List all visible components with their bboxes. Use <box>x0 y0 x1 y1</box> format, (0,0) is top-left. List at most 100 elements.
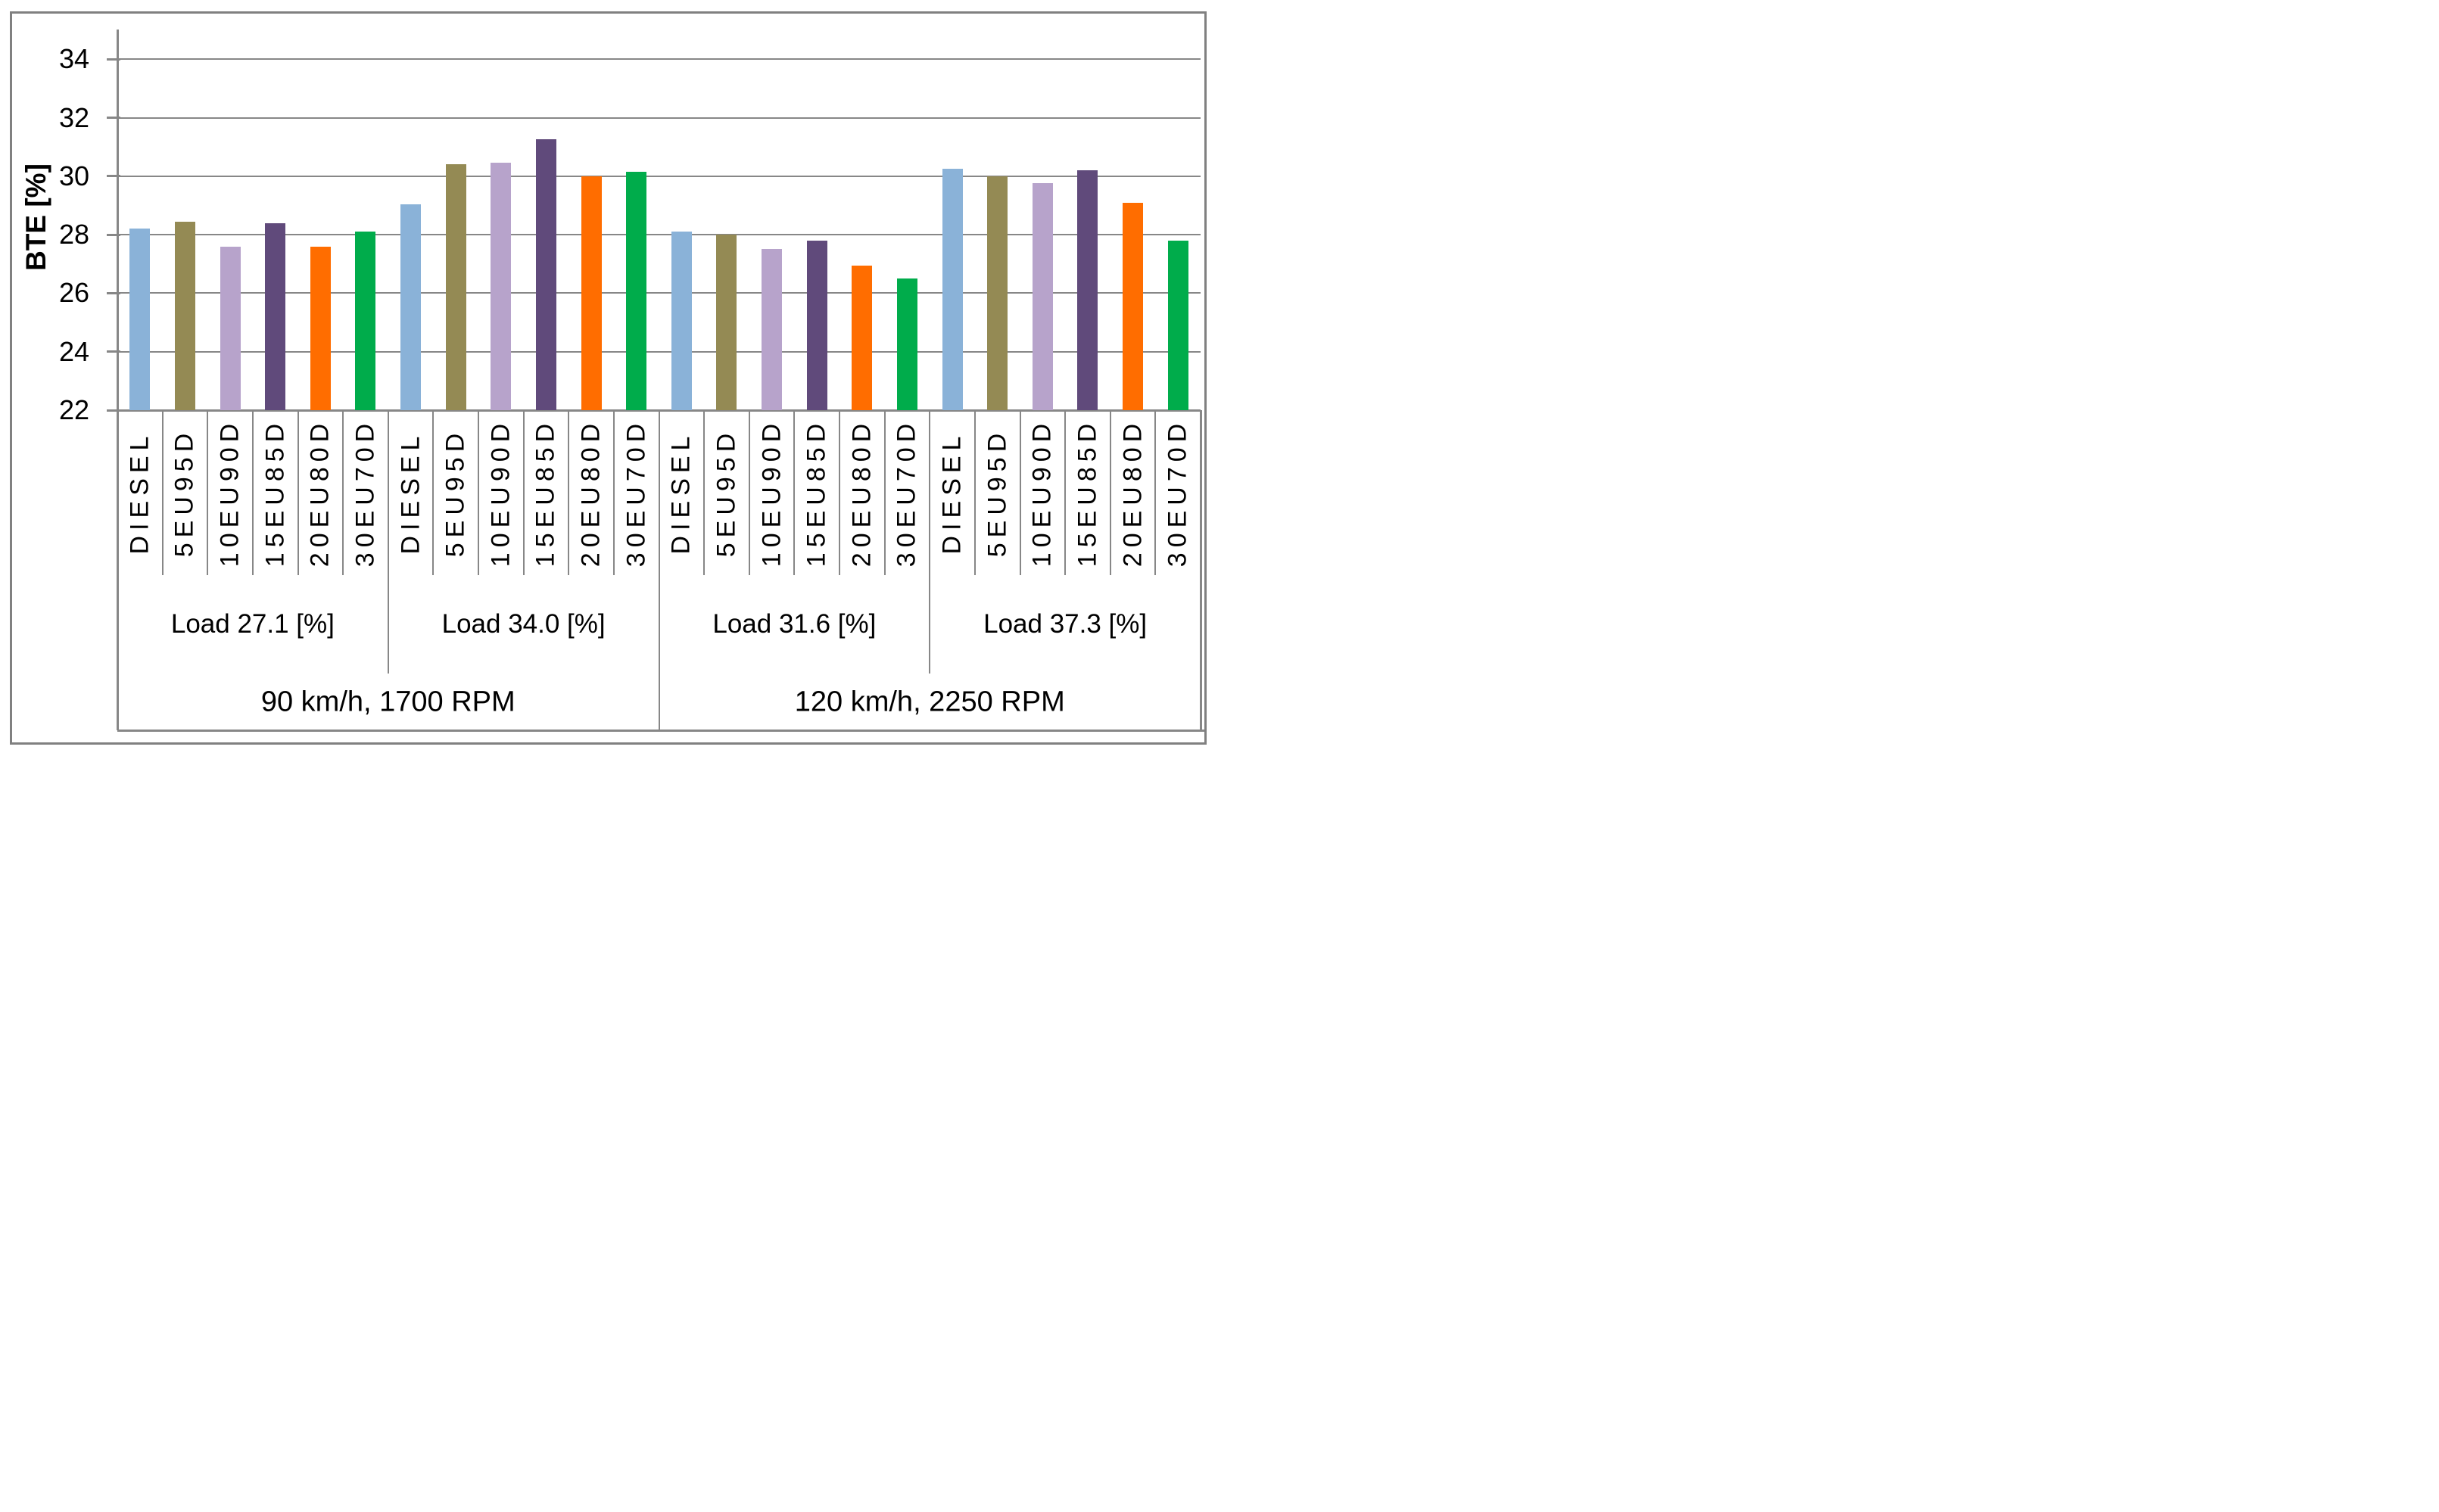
bar-30eu70d-group1 <box>355 232 376 410</box>
y-axis-tick <box>107 409 120 412</box>
y-axis-tick-label: 28 <box>58 219 89 250</box>
fuel-cell-separator <box>748 410 750 575</box>
bar-diesel-group1 <box>129 229 151 410</box>
bar-30eu70d-group4 <box>1167 240 1188 410</box>
bar-15eu85d-group1 <box>265 222 286 410</box>
y-axis-tick-label: 34 <box>58 43 89 75</box>
fuel-cell-separator <box>478 410 479 575</box>
fuel-cell-separator <box>793 410 796 575</box>
bar-15eu85d-group3 <box>806 240 827 410</box>
table-right-border <box>1199 410 1202 730</box>
fuel-cell-separator <box>568 410 570 575</box>
bar-10eu90d-group3 <box>762 249 783 410</box>
fuel-cell-separator <box>839 410 840 575</box>
category-label: 5EU95D <box>170 428 199 558</box>
fuel-cell-separator <box>1064 410 1067 575</box>
y-axis-tick <box>107 291 120 294</box>
fuel-cell-separator <box>297 410 299 575</box>
y-axis-tick-label: 26 <box>58 277 89 309</box>
fuel-cell-separator <box>342 410 344 575</box>
load-group-label: Load 37.3 [%] <box>983 609 1148 639</box>
category-label: 20EU80D <box>576 418 606 568</box>
fuel-cell-separator <box>207 410 209 575</box>
table-bottom-border <box>117 729 1204 732</box>
bar-20eu80d-group1 <box>310 246 331 410</box>
bar-diesel-group3 <box>671 232 692 410</box>
category-label: DIESEL <box>666 431 696 555</box>
y-axis-tick-label: 24 <box>58 335 89 367</box>
bar-30eu70d-group3 <box>896 278 917 410</box>
gridline <box>117 234 1201 236</box>
bar-30eu70d-group2 <box>626 172 647 410</box>
category-label: 10EU90D <box>215 418 245 568</box>
condition-separator <box>658 410 660 730</box>
chart-border <box>10 11 1207 745</box>
gridline <box>117 58 1201 61</box>
category-label: DIESEL <box>125 431 154 555</box>
category-label: DIESEL <box>396 431 425 555</box>
fuel-cell-separator <box>883 410 886 575</box>
y-axis-line <box>116 30 119 730</box>
bar-15eu85d-group4 <box>1077 170 1098 410</box>
category-label: 30EU70D <box>892 418 921 568</box>
load-group-separator <box>387 410 389 674</box>
bar-5eu95d-group2 <box>445 164 466 410</box>
fuel-cell-separator <box>432 410 435 575</box>
category-label: 20EU80D <box>847 418 877 568</box>
speed-rpm-label: 120 km/h, 2250 RPM <box>794 686 1065 717</box>
category-label: 15EU85D <box>802 418 831 568</box>
category-label: 5EU95D <box>441 428 470 558</box>
bar-20eu80d-group2 <box>581 176 602 410</box>
chart-canvas: BTE [%] 22 24 26 28 30 32 34 DIESEL 5EU95D 10EU90… <box>0 0 1220 756</box>
fuel-cell-separator <box>251 410 254 575</box>
load-group-separator <box>929 410 931 674</box>
category-label: 30EU70D <box>1163 418 1192 568</box>
gridline <box>117 350 1201 353</box>
category-label: 10EU90D <box>757 418 787 568</box>
category-label: 30EU70D <box>621 418 651 568</box>
category-label: 10EU90D <box>486 418 516 568</box>
fuel-cell-separator <box>973 410 976 575</box>
bar-diesel-group2 <box>400 204 422 410</box>
category-label: 15EU85D <box>531 418 560 568</box>
category-label: 30EU70D <box>350 418 380 568</box>
load-group-label: Load 27.1 [%] <box>170 609 335 639</box>
bar-5eu95d-group1 <box>174 221 195 410</box>
category-label: 20EU80D <box>1118 418 1148 568</box>
y-axis-tick-label: 30 <box>58 160 89 191</box>
y-axis-tick <box>107 350 120 353</box>
fuel-cell-separator <box>522 410 525 575</box>
y-axis-tick-label: 32 <box>58 101 89 133</box>
category-label: 20EU80D <box>305 418 335 568</box>
bar-5eu95d-group4 <box>987 176 1008 410</box>
bar-10eu90d-group2 <box>491 163 512 410</box>
bar-diesel-group4 <box>942 169 963 410</box>
fuel-cell-separator <box>1154 410 1157 575</box>
gridline <box>117 117 1201 119</box>
y-axis-tick <box>107 117 120 119</box>
load-group-label: Load 31.6 [%] <box>712 609 877 639</box>
y-axis-tick-label: 22 <box>58 394 89 425</box>
y-axis-tick <box>107 233 120 236</box>
y-axis-tick <box>107 175 120 178</box>
bar-20eu80d-group3 <box>852 265 873 410</box>
bar-20eu80d-group4 <box>1123 202 1144 410</box>
fuel-cell-separator <box>161 410 164 575</box>
gridline <box>117 175 1201 177</box>
category-label: 10EU90D <box>1027 418 1057 568</box>
fuel-cell-separator <box>1019 410 1021 575</box>
y-axis-tick <box>107 58 120 61</box>
category-label: DIESEL <box>937 431 967 555</box>
fuel-cell-separator <box>612 410 615 575</box>
speed-rpm-label: 90 km/h, 1700 RPM <box>260 686 516 717</box>
bar-15eu85d-group2 <box>535 139 556 410</box>
category-label: 5EU95D <box>983 428 1012 558</box>
bar-10eu90d-group1 <box>220 246 241 410</box>
category-label: 15EU85D <box>1073 418 1102 568</box>
gridline <box>117 292 1201 294</box>
fuel-cell-separator <box>1109 410 1111 575</box>
bar-10eu90d-group4 <box>1032 183 1053 410</box>
category-label: 15EU85D <box>260 418 290 568</box>
bar-5eu95d-group3 <box>716 235 737 410</box>
fuel-cell-separator <box>703 410 706 575</box>
